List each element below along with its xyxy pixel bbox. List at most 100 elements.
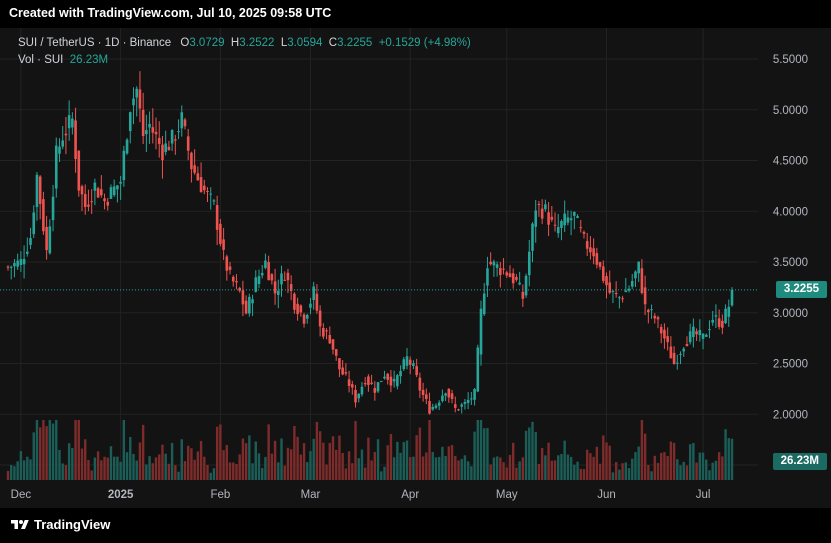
volume-bar [293, 425, 296, 480]
volume-bar [521, 457, 525, 480]
candle-body [624, 290, 628, 293]
volume-bar [586, 449, 589, 480]
candle-body [141, 109, 145, 137]
candle-body [598, 262, 602, 267]
volume-bar [351, 463, 354, 480]
volume-bar [511, 442, 515, 480]
candle-body [434, 405, 438, 408]
candle-body [238, 287, 241, 291]
volume-bar [637, 446, 640, 480]
candle-body [270, 274, 274, 281]
y-tick-label: 4.0000 [773, 206, 808, 218]
volume-bar [48, 420, 52, 480]
volume-bar [302, 443, 306, 480]
candle-body [183, 119, 187, 127]
candle-body [376, 382, 380, 392]
candle-body [9, 266, 13, 268]
candle-body [180, 112, 184, 129]
candle-body [190, 152, 193, 170]
candle-body [511, 273, 515, 284]
volume-bar [566, 454, 570, 480]
volume-bar [569, 456, 573, 480]
volume-bar [299, 454, 303, 480]
candle-body [447, 388, 451, 398]
candle-body [463, 401, 467, 404]
volume-bar [170, 442, 174, 480]
candle-body [360, 386, 364, 395]
chart-area[interactable]: 5.5000 5.0000 4.5000 4.0000 3.5000 3.0000 2.50… [0, 28, 831, 508]
volume-bar [135, 460, 138, 480]
candle-body [283, 279, 287, 281]
candle-body [109, 187, 113, 199]
candle-body [244, 300, 248, 314]
volume-bar [553, 460, 557, 480]
candle-body [87, 204, 90, 207]
candle-body [309, 303, 312, 308]
volume-bar [470, 466, 473, 480]
volume-value: 26.23M [69, 54, 109, 66]
candle-body [58, 146, 61, 154]
candle-body [437, 402, 441, 406]
volume-bar [399, 452, 402, 480]
candle-body [688, 331, 692, 343]
volume-bar [325, 464, 328, 480]
candle-body [379, 381, 383, 383]
candle-body [457, 409, 460, 411]
volume-bar [10, 465, 13, 480]
candlesticks [6, 71, 734, 415]
candle-body [695, 331, 698, 335]
price-chart[interactable]: 5.5000 5.0000 4.5000 4.0000 3.5000 3.0000 2.50… [0, 28, 831, 508]
tradingview-brand: TradingView [10, 517, 110, 532]
volume-bar [248, 435, 251, 480]
volume-bar [45, 426, 48, 480]
y-tick-label: 3.5000 [773, 257, 808, 269]
candle-body [621, 298, 624, 300]
volume-bar [267, 424, 270, 480]
candle-body [495, 264, 499, 268]
candle-body [524, 275, 528, 296]
candle-body [305, 314, 309, 319]
candle-body [22, 259, 26, 265]
candle-body [431, 406, 435, 410]
candle-body [357, 393, 361, 399]
candle-body [138, 89, 142, 109]
volume-bar [32, 432, 35, 480]
volume-bar [26, 456, 29, 480]
candle-body [643, 287, 647, 305]
candle-body [698, 329, 702, 336]
candle-body [67, 115, 71, 129]
candle-body [325, 330, 328, 332]
volume-bar [219, 424, 222, 480]
candle-body [286, 272, 290, 281]
candle-body [515, 277, 518, 280]
volume-bar [129, 437, 132, 480]
volume-bar [663, 452, 666, 480]
candle-body [363, 383, 367, 385]
ohlc-row: SUI / TetherUS · 1D · Binance O3.0729 H3… [18, 35, 471, 52]
candle-body [589, 247, 592, 253]
volume-bar [457, 460, 460, 480]
candle-body [650, 309, 653, 311]
x-tick-label: Jun [597, 489, 616, 501]
candle-body [489, 261, 492, 265]
candle-body [71, 118, 74, 128]
volume-bar [241, 438, 245, 480]
last-price-tag: 3.2255 [775, 281, 827, 299]
volume-bar [598, 463, 602, 480]
candle-body [293, 293, 296, 310]
candle-body [328, 334, 332, 344]
candle-body [151, 127, 155, 133]
candle-body [157, 137, 161, 144]
candle-body [222, 239, 225, 250]
candle-body [267, 262, 270, 281]
candle-body [132, 98, 135, 106]
volume-bar [727, 438, 730, 480]
candle-body [367, 376, 370, 385]
candle-body [566, 217, 570, 223]
candle-body [231, 276, 235, 282]
last-volume-tag: 26.23M [772, 453, 827, 470]
open-value: 3.0729 [189, 37, 225, 49]
volume-bar [13, 466, 16, 480]
candle-body [537, 203, 541, 205]
candle-body [276, 290, 280, 295]
